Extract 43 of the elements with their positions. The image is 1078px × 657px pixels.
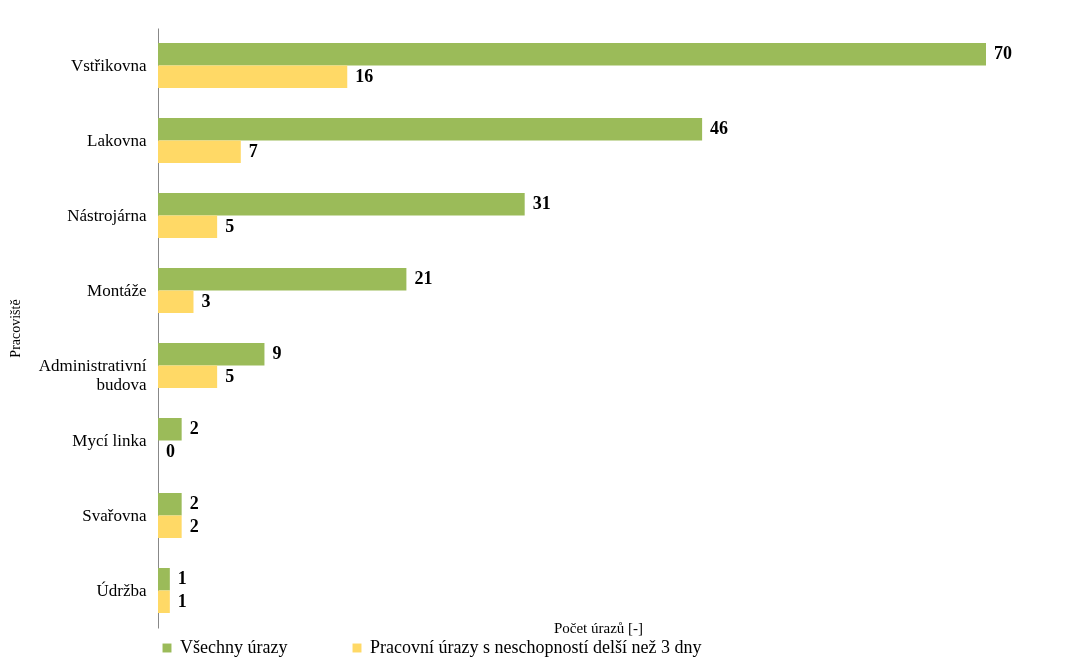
- y-tick-label: Údržba: [96, 580, 147, 600]
- data-label: 2: [189, 515, 199, 536]
- y-tick-label: Mycí linka: [72, 430, 147, 450]
- y-tick-label: Administrativní budova: [38, 355, 147, 394]
- bar: [158, 43, 986, 66]
- data-label: 16: [355, 65, 374, 86]
- bar: [158, 118, 703, 141]
- y-tick-label: Nástrojárna: [67, 205, 147, 225]
- bar: [158, 515, 182, 538]
- bar: [158, 590, 170, 613]
- y-tick-label: Lakovna: [87, 130, 147, 150]
- bar: [158, 215, 218, 238]
- bar: [158, 140, 241, 163]
- data-label: 5: [225, 365, 235, 386]
- bar: [158, 65, 348, 88]
- y-tick-label: Svařovna: [82, 505, 147, 525]
- legend-label: Pracovní úrazy s neschopností delší než 3 dny: [370, 637, 702, 657]
- data-label: 21: [414, 268, 433, 289]
- bar: [158, 493, 182, 516]
- data-label: 1: [177, 568, 187, 589]
- data-label: 70: [994, 43, 1012, 64]
- data-label: 31: [532, 193, 551, 214]
- bar: [158, 268, 407, 291]
- bar: [158, 193, 525, 216]
- data-label: 2: [189, 493, 199, 514]
- legend-label: Všechny úrazy: [180, 637, 288, 657]
- data-label: 1: [177, 590, 187, 611]
- y-axis-title: Pracoviště: [7, 299, 23, 358]
- data-label: 7: [248, 140, 258, 161]
- data-label: 9: [272, 343, 282, 364]
- bar: [158, 343, 265, 366]
- x-axis-title: Počet úrazů [-]: [553, 619, 644, 636]
- data-label: 3: [201, 290, 211, 311]
- bar: [158, 365, 218, 388]
- bar: [158, 290, 194, 313]
- data-label: 5: [225, 215, 235, 236]
- data-label: 46: [710, 118, 729, 139]
- y-tick-label: Vstřikovna: [70, 55, 147, 75]
- data-label: 2: [189, 418, 199, 439]
- data-label: 0: [166, 440, 175, 461]
- bar: [158, 568, 170, 591]
- bar: [158, 418, 182, 441]
- y-tick-label: Montáže: [87, 280, 147, 300]
